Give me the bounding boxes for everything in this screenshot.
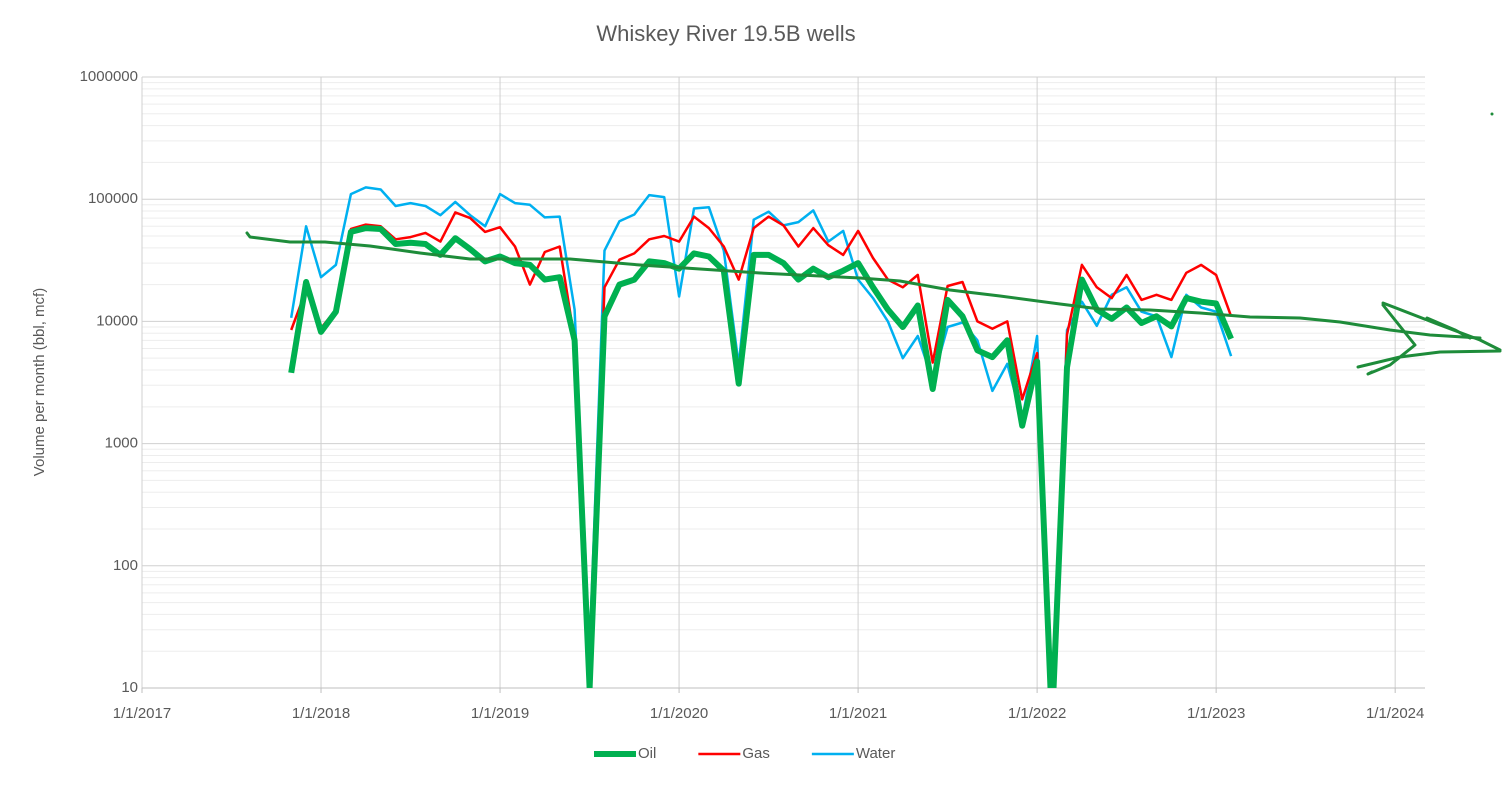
series-line	[290, 211, 1233, 688]
y-tick-label: 100000	[88, 190, 138, 207]
x-tick-label: 1/1/2018	[292, 705, 350, 722]
trend-line	[245, 231, 1482, 340]
grid: 10 100 1000 10000 100000 1000000 1/1/2017 1/1/2…	[80, 68, 1425, 722]
chart-title: Whiskey River 19.5B wells	[596, 21, 855, 46]
x-tick-label: 1/1/2019	[471, 705, 529, 722]
y-tick-label: 100	[113, 557, 138, 574]
legend: Oil Gas Water	[594, 745, 895, 762]
y-tick-label: 10	[121, 679, 138, 696]
legend-label: Gas	[742, 745, 770, 762]
x-tick-label: 1/1/2023	[1187, 705, 1245, 722]
x-tick-label: 1/1/2021	[829, 705, 887, 722]
x-tick-label: 1/1/2020	[650, 705, 708, 722]
x-tick-label: 1/1/2024	[1366, 705, 1424, 722]
x-tick-label: 1/1/2022	[1008, 705, 1066, 722]
stray-dot	[1490, 112, 1494, 116]
y-axis-label: Volume per month (bbl, mcf)	[31, 288, 48, 476]
series-line	[288, 225, 1234, 688]
y-tick-label: 10000	[96, 312, 138, 329]
x-tick-label: 1/1/2017	[113, 705, 171, 722]
y-tick-label: 1000000	[80, 68, 138, 85]
legend-label: Water	[856, 745, 895, 762]
y-tick-label: 1000	[105, 435, 138, 452]
plot-lines	[288, 186, 1234, 688]
legend-label: Oil	[638, 745, 656, 762]
hand-drawn-trend	[245, 112, 1502, 376]
trend-arrow	[1356, 301, 1502, 376]
